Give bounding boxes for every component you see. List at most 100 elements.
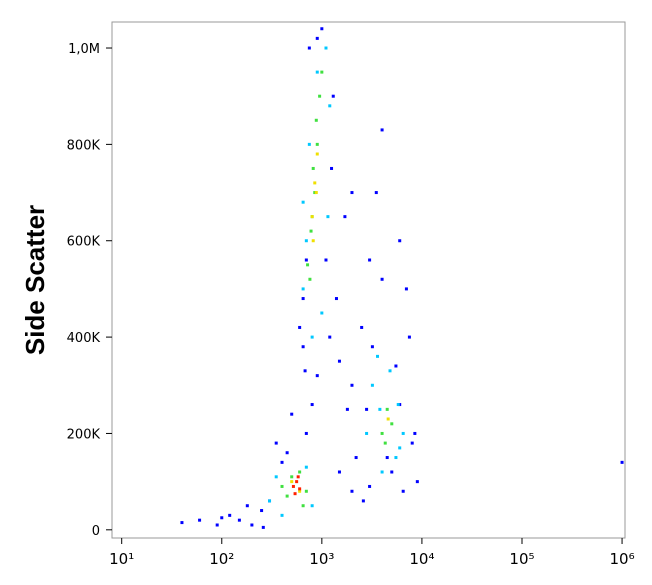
point [313, 181, 317, 185]
point [298, 489, 302, 493]
y-tick-label: 800K [67, 138, 101, 153]
x-tick-label: 10² [209, 550, 234, 568]
point [334, 297, 338, 301]
point [343, 215, 347, 219]
point [180, 521, 184, 525]
point [365, 407, 369, 411]
y-tick-label: 200K [67, 427, 101, 442]
point [401, 489, 405, 493]
point [237, 518, 241, 522]
point [311, 239, 315, 243]
point [303, 369, 307, 373]
point [290, 480, 294, 484]
point [315, 142, 319, 146]
plot-frame [111, 21, 626, 539]
point [307, 142, 311, 146]
point [311, 166, 315, 170]
point [309, 229, 313, 233]
point [245, 504, 249, 508]
point [350, 383, 354, 387]
point [308, 277, 312, 281]
point [394, 456, 398, 460]
y-axis-label: Side Scatter [20, 205, 50, 355]
point [354, 456, 358, 460]
point [293, 492, 297, 496]
y-tick-label: 0 [92, 524, 100, 539]
point [304, 431, 308, 435]
point [386, 417, 390, 421]
point [290, 475, 294, 479]
point [396, 403, 400, 407]
point [228, 513, 232, 517]
point [291, 484, 295, 488]
point [361, 499, 365, 503]
point [314, 118, 318, 122]
point [394, 364, 398, 368]
point [310, 215, 314, 219]
point [370, 345, 374, 349]
point [250, 523, 254, 527]
point [215, 523, 219, 527]
point [380, 277, 384, 281]
point [298, 487, 302, 491]
point [280, 460, 284, 464]
point [313, 191, 317, 195]
point [314, 191, 318, 195]
point [326, 215, 330, 219]
point [285, 494, 289, 498]
point [374, 191, 378, 195]
x-tick-label: 10⁴ [409, 550, 434, 568]
point [350, 489, 354, 493]
point [407, 335, 411, 339]
point [318, 94, 322, 98]
point [304, 465, 308, 469]
point [383, 441, 387, 445]
point [328, 335, 332, 339]
point [310, 403, 314, 407]
point [301, 287, 305, 291]
point [365, 431, 369, 435]
point [345, 407, 349, 411]
point [330, 166, 334, 170]
point [320, 311, 324, 315]
point [274, 441, 278, 445]
point [360, 325, 364, 329]
point [315, 374, 319, 378]
point [368, 258, 372, 262]
point [306, 263, 310, 267]
x-tick-label: 10⁵ [509, 550, 534, 568]
point [324, 258, 328, 262]
point [198, 518, 202, 522]
point [315, 70, 319, 74]
point [315, 36, 319, 40]
point [331, 94, 335, 98]
point [415, 480, 419, 484]
point [298, 325, 302, 329]
point [337, 470, 341, 474]
point [304, 239, 308, 243]
point [328, 104, 332, 108]
point [260, 509, 264, 513]
point [401, 431, 405, 435]
point [380, 470, 384, 474]
point [404, 287, 408, 291]
point [320, 27, 324, 31]
y-tick-label: 400K [67, 331, 101, 346]
point [307, 46, 311, 50]
point [268, 499, 272, 503]
point [301, 345, 305, 349]
point [368, 484, 372, 488]
point [390, 470, 394, 474]
point [410, 441, 414, 445]
point [370, 383, 374, 387]
point [285, 451, 289, 455]
point [274, 475, 278, 479]
point [296, 475, 300, 479]
y-tick-label: 600K [67, 235, 101, 250]
point [378, 407, 382, 411]
point [220, 516, 224, 520]
point [324, 46, 328, 50]
point [388, 369, 392, 373]
point [304, 258, 308, 262]
